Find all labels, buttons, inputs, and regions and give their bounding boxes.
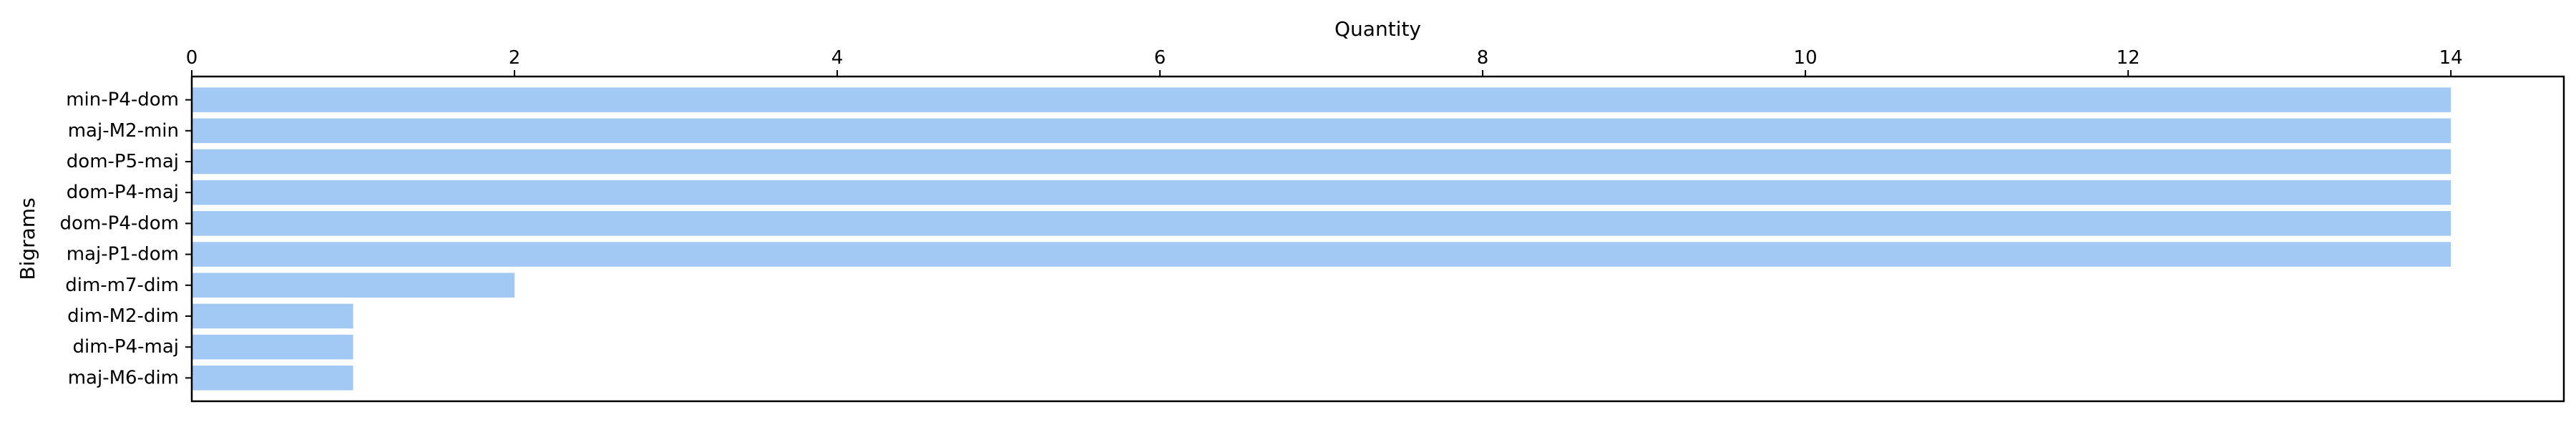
x-tick-label: 2 [509,47,521,69]
y-tick-label: dom-P5-maj [67,151,179,172]
x-axis-label: Quantity [1335,17,1421,41]
x-tick-label: 10 [1794,47,1818,69]
bar-dom-P4-maj [192,180,2451,205]
x-tick-label: 14 [2439,47,2463,69]
bar-dom-P5-maj [192,149,2451,175]
bar-maj-P1-dom [192,242,2451,267]
x-tick-label: 4 [831,47,844,69]
bar-dim-M2-dim [192,303,353,329]
y-tick-label: maj-M2-min [68,120,179,142]
y-tick-label: maj-P1-dom [67,244,179,265]
y-tick-label: dim-M2-dim [67,305,179,327]
y-tick-label: dim-m7-dim [65,275,179,296]
bar-maj-M6-dim [192,365,353,391]
x-tick-label: 12 [2117,47,2140,69]
bar-dim-P4-maj [192,334,353,360]
bar-dim-m7-dim [192,273,515,298]
x-tick-label: 8 [1477,47,1489,69]
bar-min-P4-dom [192,87,2451,112]
y-tick-label: min-P4-dom [66,89,179,111]
plot-frame [190,75,2565,403]
y-axis-label: Bigrams [16,197,39,280]
bar-maj-M2-min [192,118,2451,144]
x-tick-label: 0 [186,47,198,69]
y-tick-label: maj-M6-dim [68,367,179,388]
y-tick-label: dim-P4-maj [72,336,179,358]
bar-dom-P4-dom [192,211,2451,236]
y-tick-label: dom-P4-dom [60,212,179,234]
bars-layer [192,87,2451,391]
x-tick-label: 6 [1154,47,1166,69]
y-tick-label: dom-P4-maj [67,182,179,203]
ticks-layer: min-P4-dom maj-M2-min dom-P5-maj dom-P4-maj… [60,47,2463,388]
